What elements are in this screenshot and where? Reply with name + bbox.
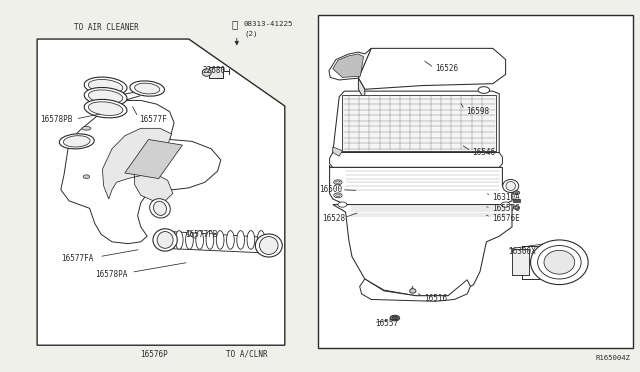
Polygon shape [330, 153, 502, 167]
Text: 16577FA: 16577FA [61, 254, 93, 263]
Ellipse shape [216, 231, 224, 249]
Ellipse shape [334, 193, 342, 198]
Text: 16577F: 16577F [140, 115, 167, 124]
Ellipse shape [515, 192, 518, 193]
Polygon shape [330, 166, 512, 205]
Ellipse shape [237, 231, 244, 249]
Text: 16578PA: 16578PA [95, 270, 127, 279]
Polygon shape [125, 140, 182, 179]
Ellipse shape [257, 231, 265, 249]
Text: 16578PB: 16578PB [40, 115, 72, 124]
Ellipse shape [88, 80, 123, 93]
Text: 16557G: 16557G [492, 204, 520, 213]
Ellipse shape [202, 69, 211, 76]
Text: 16526: 16526 [435, 64, 458, 73]
Ellipse shape [154, 201, 166, 215]
Polygon shape [342, 95, 496, 151]
Ellipse shape [82, 126, 91, 130]
Polygon shape [209, 67, 223, 78]
Ellipse shape [336, 181, 340, 183]
Ellipse shape [538, 246, 581, 279]
Ellipse shape [513, 191, 520, 195]
Text: 22680: 22680 [202, 66, 225, 75]
Ellipse shape [134, 83, 160, 94]
Polygon shape [102, 128, 173, 201]
Ellipse shape [63, 136, 90, 147]
Polygon shape [360, 279, 470, 301]
Ellipse shape [392, 316, 398, 320]
Polygon shape [333, 205, 512, 296]
Polygon shape [333, 147, 342, 156]
Polygon shape [61, 100, 221, 244]
Ellipse shape [247, 231, 255, 249]
Text: (2): (2) [244, 30, 258, 37]
Ellipse shape [84, 87, 127, 106]
Ellipse shape [513, 206, 520, 209]
Ellipse shape [390, 315, 399, 321]
Ellipse shape [175, 231, 183, 249]
Ellipse shape [334, 180, 342, 185]
Ellipse shape [84, 99, 127, 118]
Ellipse shape [410, 289, 416, 293]
Ellipse shape [478, 87, 490, 93]
Polygon shape [333, 54, 364, 77]
Text: 16310A: 16310A [492, 193, 520, 202]
Ellipse shape [150, 199, 170, 218]
Polygon shape [37, 39, 285, 345]
Polygon shape [358, 48, 506, 89]
Text: 16598: 16598 [466, 107, 489, 116]
Text: 16528: 16528 [322, 214, 345, 223]
Text: 16576P: 16576P [140, 350, 168, 359]
Ellipse shape [157, 231, 173, 248]
Ellipse shape [260, 237, 278, 254]
Text: 08313-41225: 08313-41225 [243, 21, 292, 27]
Ellipse shape [196, 231, 204, 249]
Bar [318, 15, 633, 348]
Text: R165004Z: R165004Z [595, 355, 630, 361]
Ellipse shape [503, 179, 519, 193]
Ellipse shape [227, 231, 234, 249]
Ellipse shape [206, 231, 214, 249]
Polygon shape [333, 91, 499, 156]
Ellipse shape [255, 234, 282, 257]
Ellipse shape [336, 194, 340, 196]
Ellipse shape [88, 90, 123, 103]
Ellipse shape [60, 134, 94, 149]
Bar [513, 199, 520, 202]
Ellipse shape [515, 206, 518, 208]
Polygon shape [358, 78, 365, 100]
Ellipse shape [338, 202, 347, 207]
Ellipse shape [84, 77, 127, 96]
Ellipse shape [531, 240, 588, 285]
Text: 16546: 16546 [472, 148, 495, 157]
Ellipse shape [83, 175, 90, 179]
Text: 16300X: 16300X [508, 247, 536, 256]
Polygon shape [329, 48, 371, 80]
Text: 16557: 16557 [375, 319, 398, 328]
Ellipse shape [186, 231, 193, 249]
Text: 16500: 16500 [319, 185, 342, 194]
Ellipse shape [88, 102, 123, 115]
Text: 16577FB: 16577FB [186, 230, 218, 239]
Ellipse shape [544, 250, 575, 274]
Text: 16576E: 16576E [492, 214, 520, 223]
Ellipse shape [153, 229, 177, 251]
Text: TO A/CLNR: TO A/CLNR [225, 350, 268, 359]
Polygon shape [512, 249, 529, 275]
Text: TO AIR CLEANER: TO AIR CLEANER [74, 23, 138, 32]
Ellipse shape [506, 182, 516, 190]
Ellipse shape [501, 202, 510, 207]
Text: 16516: 16516 [424, 294, 447, 303]
Ellipse shape [130, 81, 164, 96]
Text: Ⓢ: Ⓢ [232, 19, 238, 29]
